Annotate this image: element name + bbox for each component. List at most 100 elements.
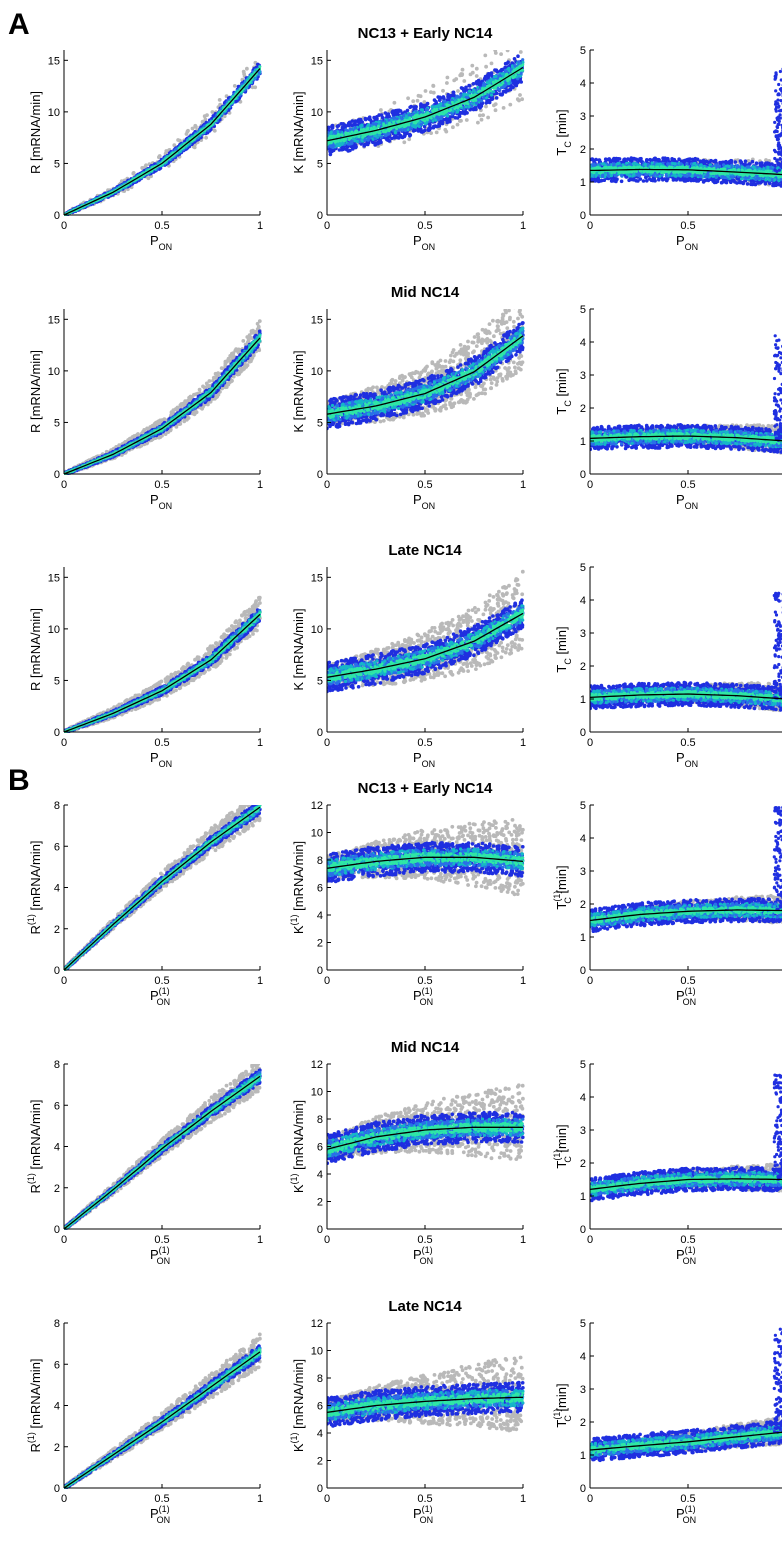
data-point — [494, 74, 498, 78]
data-point — [380, 115, 385, 120]
data-point — [362, 127, 365, 131]
data-point — [193, 123, 198, 128]
data-point — [379, 108, 383, 112]
data-point — [478, 105, 482, 109]
data-point — [480, 99, 484, 103]
data-point — [200, 119, 205, 124]
data-point — [258, 65, 262, 68]
data-point — [408, 132, 412, 137]
data-point — [350, 119, 355, 123]
data-point — [498, 69, 503, 73]
data-point — [385, 129, 388, 133]
row-title: NC13 + Early NC14 — [358, 25, 493, 42]
data-point — [503, 61, 508, 66]
data-point — [477, 82, 482, 87]
data-point — [374, 122, 378, 126]
data-point — [517, 40, 521, 44]
data-point — [329, 132, 333, 136]
data-point — [330, 145, 334, 149]
data-point — [521, 60, 525, 64]
data-point — [350, 141, 354, 145]
data-point — [429, 131, 433, 136]
data-point — [343, 123, 347, 128]
data-point — [443, 100, 447, 104]
y-tick-label: 0 — [54, 210, 60, 222]
data-point — [386, 132, 390, 136]
data-point — [217, 98, 222, 102]
data-point — [383, 111, 388, 115]
data-point — [508, 102, 513, 107]
data-point — [455, 122, 460, 127]
data-point — [483, 53, 488, 58]
data-point — [411, 99, 416, 104]
data-point — [131, 171, 136, 176]
data-point — [520, 97, 524, 102]
y-tick-label: 10 — [48, 107, 60, 119]
data-point — [470, 70, 475, 75]
data-point — [447, 103, 451, 107]
data-point — [513, 64, 517, 68]
x-tick-label: 0.5 — [154, 220, 169, 232]
data-point — [451, 125, 455, 130]
data-point — [211, 114, 216, 118]
data-point — [432, 98, 437, 102]
x-tick-label: 0 — [61, 220, 67, 232]
data-point — [494, 96, 499, 100]
data-point — [501, 85, 505, 89]
data-point — [172, 143, 177, 148]
data-point — [478, 113, 482, 118]
data-point — [470, 63, 475, 68]
data-point — [436, 124, 441, 128]
data-point — [514, 83, 519, 88]
data-point — [348, 127, 352, 131]
data-point — [411, 124, 415, 128]
data-point — [357, 119, 361, 123]
data-point — [521, 58, 525, 62]
data-point — [467, 89, 472, 93]
data-point — [241, 69, 246, 74]
data-point — [459, 118, 463, 123]
data-point — [454, 77, 459, 81]
data-point — [327, 128, 330, 132]
data-point — [464, 118, 469, 122]
data-point — [480, 101, 485, 106]
data-point — [500, 93, 504, 97]
data-point — [517, 98, 521, 103]
data-point — [482, 96, 486, 100]
data-point — [351, 146, 355, 150]
data-point — [419, 127, 423, 132]
data-point — [493, 68, 497, 72]
data-point — [399, 134, 403, 139]
y-axis-label: R [mRNA/min] — [28, 91, 43, 174]
data-point — [489, 61, 494, 66]
data-point — [411, 129, 416, 133]
data-point — [423, 89, 428, 93]
data-point — [366, 138, 370, 142]
data-point — [375, 115, 379, 119]
x-tick-label: 1 — [257, 220, 263, 232]
data-point — [460, 73, 464, 77]
data-point — [406, 96, 410, 101]
data-point — [434, 130, 439, 135]
data-point — [176, 138, 181, 142]
data-point — [437, 113, 441, 117]
data-point — [384, 134, 388, 138]
data-point — [459, 93, 463, 97]
data-point — [250, 85, 255, 90]
data-point — [437, 98, 442, 102]
data-point — [441, 96, 446, 100]
data-point — [486, 72, 491, 76]
data-point — [232, 84, 237, 88]
data-point — [366, 123, 371, 127]
data-point — [476, 120, 480, 125]
data-point — [436, 117, 440, 122]
data-point — [451, 114, 455, 119]
data-point — [356, 140, 360, 144]
y-tick-label: 5 — [54, 158, 60, 170]
data-point — [445, 120, 450, 124]
y-tick-label: 15 — [48, 55, 60, 67]
fit-line — [64, 68, 261, 216]
data-point — [157, 155, 161, 160]
data-point — [398, 119, 401, 122]
data-point — [460, 67, 465, 72]
